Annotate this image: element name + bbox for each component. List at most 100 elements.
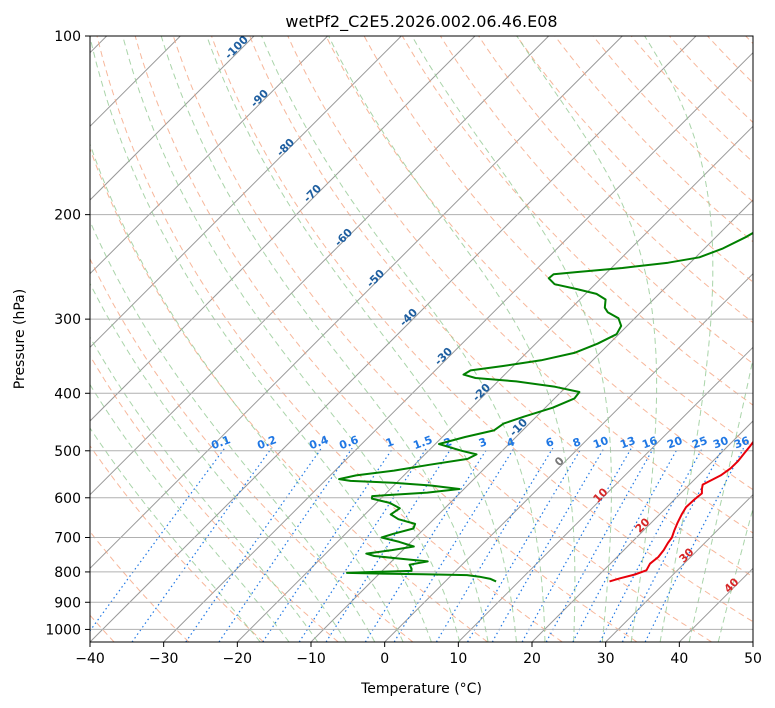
mixing-ratio-label: 1.5 xyxy=(411,433,434,452)
mixing-ratio-label: 2 xyxy=(442,435,454,450)
x-tick-label: 50 xyxy=(744,651,762,667)
moist-adiabat-label: 20 xyxy=(633,515,653,535)
dry-adiabat-line xyxy=(478,36,753,324)
x-tick-label: 20 xyxy=(523,651,541,667)
dry-adiabat-line xyxy=(96,36,563,642)
dry-adiabat-line xyxy=(90,354,339,642)
y-tick-label: 100 xyxy=(54,29,81,45)
mixing-ratio-label: 0.6 xyxy=(337,433,360,452)
mixing-ratio-line xyxy=(521,447,632,642)
mixing-ratio-line xyxy=(262,447,394,642)
x-tick-label: −30 xyxy=(149,651,179,667)
isotherm-label: -70 xyxy=(301,182,324,205)
y-tick-label: 600 xyxy=(54,491,81,507)
pressure-grid xyxy=(90,36,753,630)
mixing-ratio-label: 8 xyxy=(571,435,583,450)
moist-adiabat-line xyxy=(90,383,290,642)
mixing-ratio-label: 4 xyxy=(505,435,517,450)
mixing-ratio-line xyxy=(572,447,679,642)
dry-adiabat-line xyxy=(287,36,753,534)
isotherm-line xyxy=(90,36,697,642)
dry-adiabat-line xyxy=(249,36,753,578)
mixing-ratio-label: 10 xyxy=(591,434,610,452)
x-axis-ticks: −40 −30 −20 −10 0 10 20 30 40 50 xyxy=(75,642,762,667)
temperature-profile-line xyxy=(609,440,753,583)
mixing-ratio-label: 0.2 xyxy=(255,433,278,452)
y-tick-label: 900 xyxy=(54,595,81,611)
x-tick-label: 0 xyxy=(380,651,389,667)
moist-adiabat-line xyxy=(516,36,658,642)
mixing-ratio-label: 30 xyxy=(711,434,730,452)
mixing-ratio-label: 13 xyxy=(618,434,637,451)
mixing-ratio-line xyxy=(131,447,272,642)
y-tick-label: 400 xyxy=(54,386,81,402)
mixing-ratio-label: 0.4 xyxy=(307,433,330,452)
isotherm-line xyxy=(90,36,329,275)
profile-series xyxy=(338,231,753,583)
dry-adiabat-line xyxy=(90,257,414,642)
mixing-ratio-line xyxy=(90,447,226,632)
grid-annotations: -100-90-80-70-60-50-40-30-20-10010203040… xyxy=(209,33,751,596)
isotherm-label: -50 xyxy=(364,267,387,290)
mixing-ratio-label: 20 xyxy=(665,434,684,452)
y-tick-label: 300 xyxy=(54,312,81,328)
x-tick-label: 10 xyxy=(449,651,467,667)
dry-adiabat-line xyxy=(211,36,753,623)
mixing-ratio-line xyxy=(644,447,745,642)
moist-adiabat-line xyxy=(206,36,517,642)
isotherm-grid xyxy=(90,36,753,642)
y-tick-label: 500 xyxy=(54,444,81,460)
isotherm-line xyxy=(90,36,550,496)
moist-adiabat-line xyxy=(90,282,347,642)
mixing-ratio-line xyxy=(364,447,488,642)
x-tick-label: −10 xyxy=(296,651,326,667)
y-tick-label: 200 xyxy=(54,208,81,224)
moist-adiabat-label: 30 xyxy=(677,545,697,565)
moist-adiabat-line xyxy=(328,36,576,642)
isotherm-line xyxy=(90,36,402,349)
x-tick-label: 30 xyxy=(597,651,615,667)
isotherm-line xyxy=(384,272,753,642)
moist-adiabat-line xyxy=(688,356,753,642)
moist-adiabat-line xyxy=(90,336,319,642)
isotherm-label: -60 xyxy=(332,226,355,249)
mixing-ratio-line xyxy=(325,447,452,642)
y-axis-ticks: 100 200 300 400 500 600 700 800 900 1000 xyxy=(45,29,90,638)
dry-adiabat-line xyxy=(172,36,712,642)
isotherm-line xyxy=(90,36,623,570)
plot-frame xyxy=(89,35,754,643)
isotherm-line xyxy=(90,36,255,201)
isotherm-label: -20 xyxy=(470,381,493,404)
isotherm-label: -30 xyxy=(432,345,455,368)
dry-adiabat-line xyxy=(90,147,488,642)
moist-adiabat-line xyxy=(261,36,546,642)
x-tick-label: −40 xyxy=(75,651,105,667)
mixing-ratio-grid xyxy=(90,447,745,642)
mixing-ratio-label: 0.1 xyxy=(209,433,232,452)
mixing-ratio-label: 3 xyxy=(477,435,489,450)
isotherm-line xyxy=(752,641,753,642)
isotherm-line xyxy=(678,567,753,642)
moist-adiabat-line xyxy=(160,36,489,642)
mixing-ratio-line xyxy=(393,447,515,642)
isotherm-label: -40 xyxy=(397,306,420,329)
mixing-ratio-label: 25 xyxy=(690,434,709,451)
y-axis-label: Pressure (hPa) xyxy=(12,289,28,389)
mixing-ratio-line xyxy=(218,447,353,642)
isotherm-line xyxy=(90,36,476,422)
dewpoint-profile-line xyxy=(338,231,753,583)
x-axis-label: Temperature (°C) xyxy=(360,681,482,697)
mixing-ratio-label: 36 xyxy=(732,434,751,452)
moist-adiabat-line xyxy=(717,506,753,642)
isotherm-line xyxy=(457,346,753,642)
mixing-ratio-label: 1 xyxy=(384,435,396,450)
moist-adiabat-line xyxy=(90,36,432,642)
isotherm-line xyxy=(163,51,753,642)
isotherm-line xyxy=(531,420,753,642)
dry-adiabat-line xyxy=(516,36,753,283)
mixing-ratio-label: 16 xyxy=(640,434,659,452)
mixing-ratio-line xyxy=(298,447,428,642)
isotherm-label: -100 xyxy=(222,33,251,62)
moist-adiabat-label: 40 xyxy=(722,575,742,595)
